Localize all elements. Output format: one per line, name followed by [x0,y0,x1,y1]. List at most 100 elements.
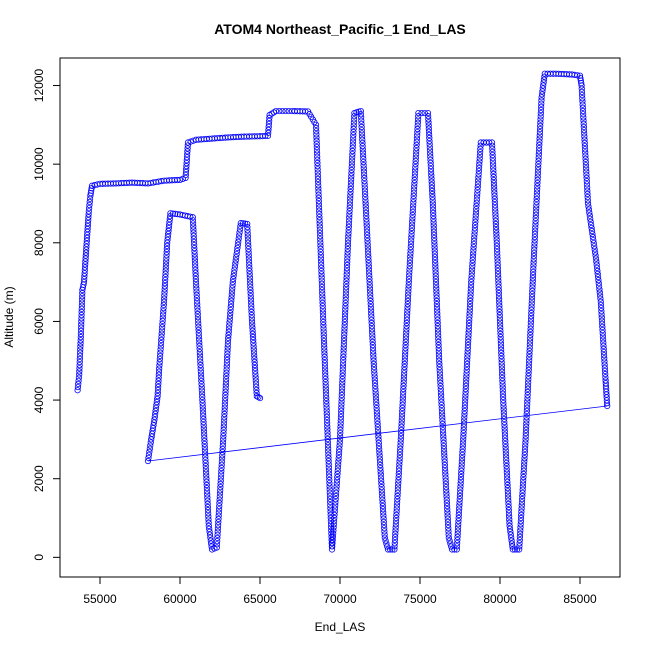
data-point [402,341,409,349]
data-point [467,294,474,301]
data-point [600,352,608,359]
data-point [335,458,342,465]
data-point [443,502,451,510]
data-point [358,123,365,131]
data-point [535,164,542,171]
data-point [203,488,211,495]
data-point [501,428,508,435]
data-point [337,423,344,430]
data-point [528,303,535,310]
data-point [581,136,588,143]
data-point [219,445,226,453]
data-point [441,452,448,459]
data-point [247,296,255,303]
data-point [456,499,463,506]
data-point [334,474,341,481]
data-point [582,155,589,162]
data-point [601,355,608,362]
data-point [528,297,535,304]
data-point [409,212,416,219]
data-point [153,398,160,406]
data-point [76,352,84,359]
data-point [463,360,471,367]
data-point [401,360,408,367]
data-point [313,147,321,154]
data-point [200,412,207,419]
data-point [302,108,309,115]
data-point [429,194,436,201]
data-point [246,261,253,268]
data-point [339,360,347,367]
data-point [221,410,228,418]
data-point [363,216,370,223]
data-point [498,356,505,363]
data-point [403,326,410,333]
data-point [196,352,204,359]
data-point [495,296,503,303]
data-point [200,415,207,423]
data-point [335,452,342,459]
data-point [436,373,444,380]
data-point [446,537,453,544]
data-point [496,315,503,322]
data-point [199,393,206,400]
data-point [410,199,417,206]
data-point [341,328,348,335]
data-point [438,395,445,402]
data-point [80,279,88,286]
data-point [362,209,370,217]
data-point [248,302,255,309]
data-point [439,411,446,418]
data-point [391,540,398,547]
data-point [497,321,504,328]
data-point [520,467,527,474]
data-point [489,161,497,168]
data-point [522,442,529,449]
data-point [191,248,198,255]
data-point [207,537,214,544]
data-point [410,196,417,203]
data-point [518,505,525,512]
data-point [474,190,481,197]
data-point [159,324,166,331]
data-point [408,234,415,241]
data-point [330,524,337,531]
data-point [206,525,213,532]
data-point [511,546,519,553]
data-point [465,323,473,330]
data-point [577,77,584,84]
data-point [337,417,344,424]
data-point [521,448,528,456]
data-point [414,129,421,136]
data-point [191,254,198,261]
data-point [76,368,83,375]
data-point [411,170,419,177]
data-point [457,477,464,484]
data-point [362,200,369,207]
data-point [406,272,413,279]
data-point [162,276,169,284]
data-point [457,480,464,487]
data-point [434,323,441,330]
data-point [409,205,417,212]
data-point [410,192,417,200]
data-point [313,140,320,148]
data-point [399,407,406,415]
data-point [163,245,170,253]
data-point [494,258,501,265]
data-point [86,201,93,209]
data-point [76,355,83,363]
data-point [81,270,88,277]
data-point [537,106,545,114]
data-point [370,348,377,355]
data-point [341,318,348,326]
data-point [317,233,324,240]
data-point [325,454,332,462]
data-point [362,194,369,201]
data-point [76,365,83,372]
data-point [157,340,165,347]
data-point [340,353,347,361]
data-point [503,466,510,473]
data-point [519,480,527,487]
data-point [319,309,327,316]
